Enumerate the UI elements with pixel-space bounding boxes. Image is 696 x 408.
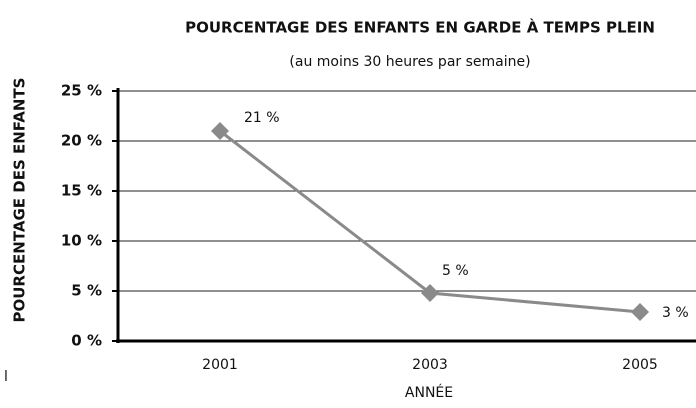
y-axis-label: POURCENTAGE DES ENFANTS <box>11 78 29 323</box>
y-tick-label: 20 % <box>61 132 102 150</box>
marker <box>211 122 229 140</box>
x-tick-label: 2001 <box>202 357 238 373</box>
y-tick-label: 10 % <box>61 232 102 250</box>
marker <box>421 284 439 302</box>
annotation: l <box>4 369 8 385</box>
x-tick-label: 2003 <box>412 357 448 373</box>
x-tick-label: 2005 <box>622 357 658 373</box>
y-tick-label: 15 % <box>61 182 102 200</box>
data-label: 5 % <box>442 263 469 279</box>
data-label: 3 % <box>662 305 689 321</box>
y-tick-label: 0 % <box>71 332 102 350</box>
chart-subtitle: (au moins 30 heures par semaine) <box>289 54 530 70</box>
x-axis-label: ANNÉE <box>405 384 453 401</box>
y-tick-label: 25 % <box>61 82 102 100</box>
data-label: 21 % <box>244 110 280 126</box>
chart-title: POURCENTAGE DES ENFANTS EN GARDE À TEMPS… <box>185 18 655 37</box>
marker <box>631 303 649 321</box>
y-tick-label: 5 % <box>71 282 102 300</box>
